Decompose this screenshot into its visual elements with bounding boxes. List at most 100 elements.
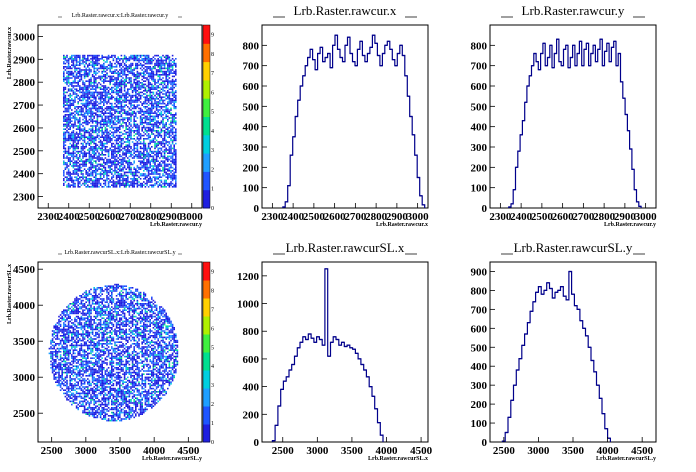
x-axis: 2500 3000 3500 4000 4500Lrb.Raster.rawcurSL.… xyxy=(272,437,433,462)
x-tick-label: 2900 xyxy=(386,211,409,223)
histogram-outline xyxy=(508,38,642,208)
chart-title: Lrb.Raster.rawcur.x xyxy=(294,3,397,18)
y-tick-label: 2800 xyxy=(13,77,36,89)
y-tick-label: 600 xyxy=(243,354,260,366)
palette-step xyxy=(203,392,210,398)
palette-step xyxy=(203,75,210,81)
x-tick-label: 2800 xyxy=(140,211,163,223)
chart-title: Lrb.Raster.rawcurSL.x:Lrb.Raster.rawcurS… xyxy=(64,250,175,256)
chart-panel-3: Lrb.Raster.rawcur.y230024002500260027002… xyxy=(471,3,658,228)
y-tick-label: 400 xyxy=(243,122,260,134)
chart-panel-4: Lrb.Raster.rawcurSL.x:Lrb.Raster.rawcurS… xyxy=(7,248,214,462)
palette-step xyxy=(203,52,210,58)
x-tick-label: 4000 xyxy=(143,445,166,457)
x-tick-label: 2500 xyxy=(272,445,295,457)
y-axis: 0 100 200 300 400 500 600 700 800 xyxy=(471,40,495,215)
x-tick-label: 2500 xyxy=(493,445,516,457)
palette-step xyxy=(203,130,210,136)
palette-step xyxy=(203,70,210,76)
x-tick-label: 3000 xyxy=(75,445,98,457)
palette-step xyxy=(203,347,210,353)
palette-step xyxy=(203,262,210,267)
y-tick-label: 700 xyxy=(471,304,488,316)
y-tick-label: 2500 xyxy=(13,146,36,158)
y-tick-label: 100 xyxy=(471,183,488,195)
palette-tick-label: 7 xyxy=(211,71,214,77)
x-tick-label: 2600 xyxy=(324,211,347,223)
y-tick-label: 400 xyxy=(471,361,488,373)
y-tick-label: 1000 xyxy=(237,299,260,311)
y-tick-label: 400 xyxy=(243,382,260,394)
x-tick-label: 4500 xyxy=(177,445,200,457)
palette-step xyxy=(203,157,210,163)
y-tick-label: 3000 xyxy=(13,31,36,43)
y-tick-label: 800 xyxy=(471,285,488,297)
x-tick-label: 4500 xyxy=(410,445,433,457)
chart-panel-1: Lrb.Raster.rawcur.x:Lrb.Raster.rawcur.y 0… xyxy=(7,11,214,228)
x-tick-label: 3500 xyxy=(109,445,132,457)
palette-step xyxy=(203,203,210,209)
heatmap-cells xyxy=(48,283,179,422)
y-tick-label: 2700 xyxy=(13,100,36,112)
palette-step xyxy=(203,289,210,294)
x-tick-label: 2500 xyxy=(303,211,326,223)
palette-step xyxy=(203,166,210,172)
y-tick-label: 900 xyxy=(471,266,488,278)
plot-frame xyxy=(261,261,429,443)
y-tick-label: 2300 xyxy=(13,192,36,204)
x-tick-label: 2600 xyxy=(552,211,575,223)
palette-step xyxy=(203,107,210,113)
palette-step xyxy=(203,25,210,31)
palette-step xyxy=(203,397,210,402)
title-box xyxy=(513,3,633,19)
x-tick-label: 3000 xyxy=(306,445,329,457)
palette-step xyxy=(203,121,210,127)
palette-step xyxy=(203,84,210,90)
palette-tick-label: 8 xyxy=(211,288,214,294)
title-box xyxy=(285,3,405,19)
y-tick-label: 100 xyxy=(471,418,488,430)
x-tick-label: 2700 xyxy=(119,211,142,223)
y-tick-label: 4500 xyxy=(13,264,36,276)
x-axis-label: Lrb.Raster.rawcur.y xyxy=(604,222,656,228)
y-tick-label: 800 xyxy=(243,326,260,338)
palette-step xyxy=(203,34,210,40)
palette-step xyxy=(203,162,210,168)
palette-step xyxy=(203,153,210,159)
palette-step xyxy=(203,401,210,407)
palette-tick-label: 2 xyxy=(211,402,214,408)
x-tick-label: 2800 xyxy=(593,211,616,223)
y-axis: 0 200 400 600 800 1000 1200 xyxy=(237,271,267,449)
palette-step xyxy=(203,374,210,380)
palette-step xyxy=(203,185,210,191)
palette-tick-label: 3 xyxy=(211,383,214,389)
y-tick-label: 600 xyxy=(471,81,488,93)
chart-title: Lrb.Raster.rawcur.x:Lrb.Raster.rawcur.y xyxy=(72,13,169,19)
x-axis: 23002400250026002700280029003000Lrb.Rast… xyxy=(261,203,429,228)
x-tick-label: 3000 xyxy=(635,211,658,223)
x-tick-label: 3000 xyxy=(527,445,550,457)
palette-step xyxy=(203,298,210,303)
chart-panel-2: Lrb.Raster.rawcur.x 230024002500260027002… xyxy=(243,3,429,228)
palette-step xyxy=(203,379,210,384)
y-tick-label: 100 xyxy=(243,183,260,195)
palette-step xyxy=(203,93,210,99)
palette-step xyxy=(203,338,210,344)
x-tick-label: 2300 xyxy=(37,211,60,223)
palette-step xyxy=(203,266,210,272)
y-tick-label: 300 xyxy=(471,142,488,154)
palette-step xyxy=(203,125,210,131)
palette-step xyxy=(203,388,210,393)
y-axis: 0 100 200 300 400 500 600 700 800 xyxy=(243,40,267,215)
y-tick-label: 200 xyxy=(471,162,488,174)
palette-step xyxy=(203,284,210,290)
palette-tick-label: 0 xyxy=(211,440,214,446)
y-tick-label: 600 xyxy=(243,81,260,93)
y-tick-label: 1200 xyxy=(237,271,260,283)
palette-tick-label: 8 xyxy=(211,52,214,58)
palette-tick-label: 9 xyxy=(211,33,214,39)
x-tick-label: 2500 xyxy=(78,211,101,223)
chart-title: Lrb.Raster.rawcurSL.y xyxy=(514,240,633,255)
y-axis: 0 100 200 300 400 500 600 700 800 900 xyxy=(471,266,495,449)
y-tick-label: 200 xyxy=(471,399,488,411)
